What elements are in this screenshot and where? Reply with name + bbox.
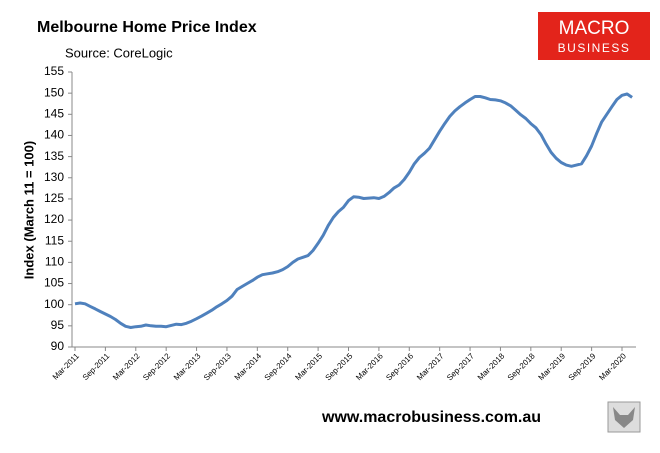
logo-box: [538, 12, 650, 60]
logo-text: BUSINESS: [558, 41, 631, 55]
y-tick-label: 140: [44, 128, 64, 142]
y-axis-label: Index (March 11 = 100): [21, 141, 36, 279]
x-tick-label: Mar-2013: [172, 351, 203, 382]
y-tick-label: 125: [44, 191, 64, 205]
x-tick-label: Mar-2015: [293, 351, 324, 382]
x-tick-label: Mar-2011: [51, 351, 82, 382]
x-tick-label: Sep-2015: [324, 351, 355, 382]
x-tick-label: Mar-2019: [537, 351, 568, 382]
x-tick-label: Sep-2017: [445, 351, 476, 382]
footer-url: www.macrobusiness.com.au: [321, 409, 541, 426]
y-tick-label: 105: [44, 276, 64, 290]
y-tick-label: 115: [45, 233, 64, 247]
x-tick-label: Mar-2018: [476, 351, 507, 382]
y-tick-label: 110: [45, 255, 64, 269]
y-tick-label: 155: [44, 64, 64, 78]
chart-title: Melbourne Home Price Index: [37, 19, 257, 36]
x-tick-label: Sep-2018: [506, 351, 537, 382]
x-tick-label: Mar-2016: [354, 351, 385, 382]
x-tick-label: Mar-2017: [415, 351, 446, 382]
x-tick-label: Mar-2014: [233, 351, 264, 382]
line: [74, 92, 633, 329]
x-tick-label: Sep-2019: [567, 351, 598, 382]
y-tick-label: 95: [51, 318, 65, 332]
x-tick-label: Sep-2011: [81, 351, 112, 382]
y-tick-label: 120: [44, 212, 64, 226]
y-tick-label: 150: [44, 85, 64, 99]
x-tick-label: Sep-2016: [384, 351, 415, 382]
x-tick-label: Mar-2012: [111, 351, 142, 382]
x-tick-label: Sep-2014: [263, 351, 294, 382]
y-tick-label: 130: [44, 170, 64, 184]
y-tick-label: 100: [44, 297, 64, 311]
x-tick-label: Mar-2020: [597, 351, 628, 382]
x-tick-label: Sep-2013: [202, 351, 233, 382]
chart-subtitle: Source: CoreLogic: [65, 45, 173, 60]
wolf-icon: [607, 401, 641, 433]
y-tick-label: 145: [44, 106, 64, 120]
y-tick-label: 135: [44, 149, 64, 163]
logo-text: MACRO: [559, 18, 630, 39]
y-tick-label: 90: [51, 339, 65, 353]
x-tick-label: Sep-2012: [141, 351, 172, 382]
